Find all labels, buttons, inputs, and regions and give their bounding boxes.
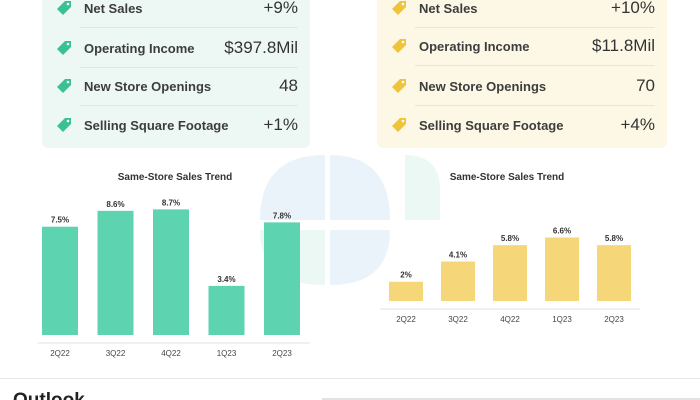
metric-value: +10%: [611, 0, 655, 17]
metric-value: +4%: [620, 115, 656, 134]
metric-value: 70: [636, 76, 655, 95]
bar: [264, 222, 300, 335]
metric-value: 48: [279, 76, 298, 95]
metric-label: Net Sales: [84, 0, 143, 16]
bar: [42, 226, 78, 335]
row-divider: [80, 105, 298, 106]
bar-chart-plot: 7.5% 2Q22 8.6% 3Q22 8.7% 4Q22 3.4% 1Q23 7.8% 2Q23: [38, 198, 310, 358]
metric-row-operating-income: Operating Income $397.8Mil: [56, 28, 298, 68]
metric-row-net-sales: Net Sales +9%: [56, 0, 298, 28]
chart-title: Same-Store Sales Trend: [117, 172, 233, 183]
price-tag-icon: [57, 118, 71, 132]
price-tag-icon: [57, 41, 71, 55]
bar-value-label: 6.6%: [553, 226, 571, 235]
row-divider: [415, 105, 655, 106]
price-tag-icon: [392, 39, 406, 53]
bar-value-label: 5.8%: [605, 234, 623, 243]
bar: [208, 285, 245, 335]
metric-label: New Store Openings: [84, 78, 212, 94]
price-tag-icon: [57, 79, 71, 93]
bar: [97, 210, 134, 335]
row-divider: [80, 27, 298, 28]
x-tick-label: 2Q23: [272, 349, 292, 358]
x-tick-label: 1Q23: [552, 315, 572, 324]
x-tick-label: 3Q22: [448, 315, 468, 324]
outlook-rule: [322, 398, 700, 400]
bar: [441, 261, 475, 301]
x-tick-label: 2Q22: [396, 315, 416, 324]
metric-label: Selling Square Footage: [84, 117, 229, 133]
watermark-logo: [260, 155, 440, 285]
bar-value-label: 8.7%: [162, 198, 180, 207]
x-tick-label: 4Q22: [161, 349, 181, 358]
metric-value: +9%: [263, 0, 299, 17]
metrics-panel-left: Net Sales +9% Operating Income $397.8Mil…: [42, 0, 310, 148]
bar-value-label: 7.8%: [273, 211, 291, 220]
metrics-panel-right: Net Sales +10% Operating Income $11.8Mil…: [377, 0, 667, 148]
row-divider: [80, 67, 298, 68]
price-tag-icon: [392, 79, 406, 93]
same-store-sales-chart-left: Same-Store Sales Trend 7.5% 2Q22 8.6% 3Q22 8…: [30, 172, 320, 367]
row-divider: [415, 65, 655, 66]
x-tick-label: 1Q23: [217, 349, 237, 358]
bar: [493, 245, 527, 301]
metric-label: Net Sales: [419, 0, 478, 16]
bar: [597, 245, 631, 301]
metric-label: Selling Square Footage: [419, 117, 564, 133]
bar-chart-plot: 2% 2Q22 4.1% 3Q22 5.8% 4Q22 6.6% 1Q23 5.8% 2Q23: [380, 226, 640, 324]
price-tag-icon: [392, 118, 406, 132]
metric-row-new-store-openings: New Store Openings 48: [56, 66, 298, 106]
metric-value: $11.8Mil: [592, 36, 655, 55]
metric-label: Operating Income: [84, 40, 195, 56]
metric-row-operating-income: Operating Income $11.8Mil: [391, 26, 655, 66]
bar-value-label: 7.5%: [51, 216, 69, 225]
bar-value-label: 2%: [400, 271, 412, 280]
metric-value: $397.8Mil: [224, 38, 298, 57]
bar-value-label: 5.8%: [501, 234, 519, 243]
x-tick-label: 4Q22: [500, 315, 520, 324]
metric-label: Operating Income: [419, 38, 530, 54]
price-tag-icon: [57, 1, 71, 15]
bar-value-label: 4.1%: [449, 251, 467, 260]
metric-row-selling-square-footage: Selling Square Footage +1%: [56, 105, 298, 145]
metric-row-new-store-openings: New Store Openings 70: [391, 66, 655, 106]
chart-title: Same-Store Sales Trend: [449, 172, 565, 183]
price-tag-icon: [392, 1, 406, 15]
metric-value: +1%: [263, 115, 299, 134]
bar-value-label: 3.4%: [217, 275, 235, 284]
metric-row-net-sales: Net Sales +10%: [391, 0, 655, 28]
section-divider: [0, 378, 700, 379]
outlook-heading: Outlook: [13, 390, 85, 400]
metric-label: New Store Openings: [419, 78, 547, 94]
x-tick-label: 2Q23: [604, 315, 624, 324]
same-store-sales-chart-right: Same-Store Sales Trend 2% 2Q22 4.1% 3Q22 5.8…: [372, 172, 642, 367]
bar-value-label: 8.6%: [106, 200, 124, 209]
row-divider: [415, 27, 655, 28]
bar: [153, 209, 189, 335]
metric-row-selling-square-footage: Selling Square Footage +4%: [391, 105, 655, 145]
x-tick-label: 3Q22: [106, 349, 126, 358]
bar: [389, 281, 423, 301]
bar: [545, 237, 579, 301]
x-tick-label: 2Q22: [50, 349, 70, 358]
